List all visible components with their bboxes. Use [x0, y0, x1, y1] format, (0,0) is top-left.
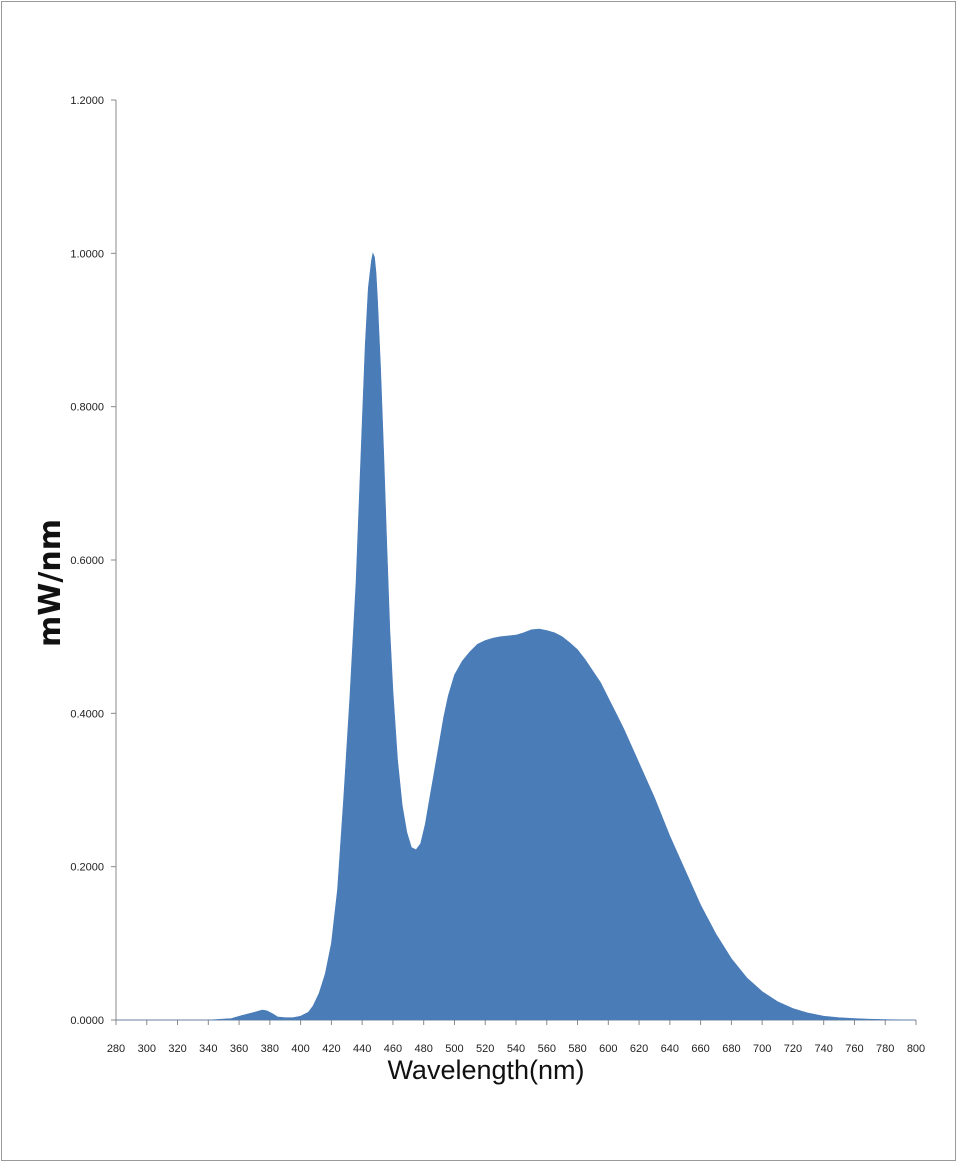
x-tick-label: 680: [722, 1043, 740, 1055]
x-tick-label: 540: [507, 1043, 525, 1055]
x-tick-label: 580: [568, 1043, 586, 1055]
x-tick-label: 560: [538, 1043, 556, 1055]
x-tick-label: 520: [476, 1043, 494, 1055]
x-tick-label: 280: [107, 1043, 125, 1055]
x-tick-label: 800: [907, 1043, 925, 1055]
x-tick-label: 340: [199, 1043, 217, 1055]
y-tick-label: 1.0000: [70, 248, 104, 260]
y-axis: 0.0000 0.2000 0.4000 0.6000 0.8000 1.0000 1.20…: [70, 95, 117, 1027]
x-tick-label: 460: [384, 1043, 402, 1055]
y-tick-label: 0.6000: [70, 555, 104, 567]
y-axis-label: mW/nm: [33, 519, 68, 647]
x-tick-label: 400: [291, 1043, 309, 1055]
x-tick-label: 440: [353, 1043, 371, 1055]
x-tick-label: 760: [845, 1043, 863, 1055]
x-tick-label: 320: [168, 1043, 186, 1055]
series-group: [116, 252, 917, 1021]
x-tick-label: 500: [445, 1043, 463, 1055]
x-tick-label: 480: [415, 1043, 433, 1055]
x-axis-label: Wavelength(nm): [387, 1055, 584, 1085]
x-tick-label: 640: [661, 1043, 679, 1055]
x-tick-label: 700: [753, 1043, 771, 1055]
x-tick-label: 740: [815, 1043, 833, 1055]
x-tick-label: 300: [138, 1043, 156, 1055]
spectrum-area-0: [116, 252, 917, 1021]
x-axis: 280 300 320 340 360 380 400 420 440 460 480 500 520 5…: [107, 1019, 925, 1055]
x-tick-label: 420: [322, 1043, 340, 1055]
x-tick-label: 380: [261, 1043, 279, 1055]
y-tick-label: 0.2000: [70, 862, 104, 874]
x-tick-label: 620: [630, 1043, 648, 1055]
x-tick-label: 600: [599, 1043, 617, 1055]
y-tick-label: 0.4000: [70, 708, 104, 720]
x-tick-label: 780: [876, 1043, 894, 1055]
y-tick-label: 0.8000: [70, 402, 104, 414]
x-tick-label: 720: [784, 1043, 802, 1055]
y-tick-label: 1.2000: [70, 95, 104, 107]
x-tick-label: 660: [691, 1043, 709, 1055]
y-tick-label: 0.0000: [70, 1015, 104, 1027]
x-tick-label: 360: [230, 1043, 248, 1055]
